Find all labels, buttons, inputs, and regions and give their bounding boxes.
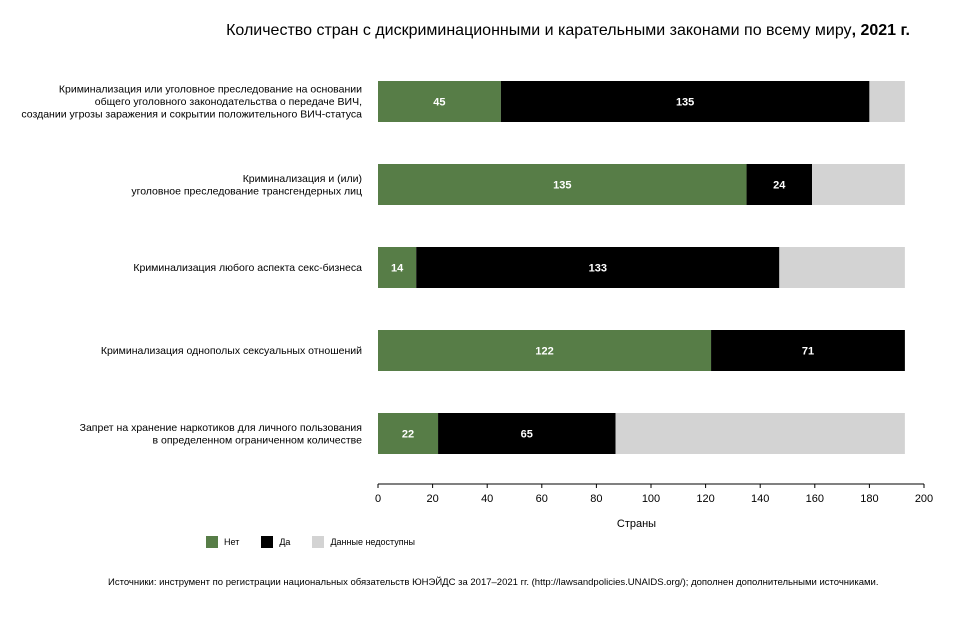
- data-label: 135: [676, 97, 694, 109]
- data-label: 122: [535, 346, 553, 358]
- bar-segment-нет: [378, 247, 417, 288]
- chart-title-year: , 2021 г.: [851, 22, 910, 39]
- data-label: 135: [553, 180, 571, 192]
- category-label: Криминализация и (или): [243, 173, 362, 185]
- legend-item: Данные недоступны: [312, 536, 415, 548]
- bar-segment-да: [746, 164, 813, 205]
- category-label: Криминализация однополых сексуальных отн…: [101, 345, 362, 357]
- x-tick-label: 0: [375, 493, 381, 505]
- stacked-bar-chart: Криминализация или уголовное преследован…: [21, 81, 933, 530]
- bar-segment-нет: [378, 81, 501, 122]
- category-label: в определенном ограниченном количестве: [152, 434, 362, 446]
- bar-segment-да: [711, 330, 905, 371]
- category-label: общего уголовного законодательства о пер…: [95, 96, 362, 108]
- category-label: Запрет на хранение наркотиков для личног…: [80, 422, 362, 434]
- bar-segment-да: [500, 81, 870, 122]
- data-label: 14: [391, 263, 404, 275]
- category-label: Криминализация или уголовное преследован…: [59, 84, 362, 96]
- bar-segment-нет: [378, 164, 747, 205]
- category-label: уголовное преследование трансгендерных л…: [131, 185, 362, 197]
- data-label: 24: [773, 180, 786, 192]
- chart-title-main: Количество стран с дискриминационными и …: [226, 22, 852, 39]
- data-label: 133: [589, 263, 607, 275]
- chart-legend: Нет Да Данные недоступны: [206, 536, 437, 548]
- x-tick-label: 140: [751, 493, 769, 505]
- chart-title: Количество стран с дискриминационными и …: [226, 22, 910, 40]
- legend-label: Да: [279, 537, 291, 547]
- x-tick-label: 160: [806, 493, 824, 505]
- legend-swatch: [261, 536, 274, 548]
- legend-swatch: [312, 536, 325, 548]
- bar-segment-нет: [378, 413, 439, 454]
- bar-segment-данные-недоступны: [615, 413, 905, 454]
- legend-swatch: [206, 536, 218, 548]
- bar-segment-да: [438, 413, 616, 454]
- x-axis-title: Страны: [617, 518, 656, 530]
- source-note: Источники: инструмент по регистрации нац…: [108, 577, 879, 588]
- x-tick-label: 180: [860, 493, 878, 505]
- data-label: 65: [521, 429, 533, 441]
- bar-segment-да: [416, 247, 780, 288]
- x-tick-label: 40: [481, 493, 493, 505]
- bar-segment-данные-недоступны: [779, 247, 905, 288]
- data-label: 22: [402, 429, 414, 441]
- legend-item: Да: [261, 536, 290, 548]
- legend-label: Нет: [224, 537, 240, 547]
- data-label: 71: [802, 346, 814, 358]
- x-tick-label: 80: [590, 493, 602, 505]
- x-tick-label: 120: [696, 493, 714, 505]
- bar-segment-нет: [378, 330, 712, 371]
- x-tick-label: 200: [915, 493, 933, 505]
- data-label: 45: [433, 97, 445, 109]
- bar-segment-данные-недоступны: [869, 81, 905, 122]
- category-label: создании угрозы заражения и сокрытии пол…: [21, 109, 362, 121]
- x-tick-label: 100: [642, 493, 660, 505]
- bar-segment-данные-недоступны: [812, 164, 905, 205]
- legend-label: Данные недоступны: [330, 537, 416, 547]
- x-tick-label: 60: [536, 493, 548, 505]
- category-label: Криминализация любого аспекта секс-бизне…: [133, 262, 362, 274]
- x-tick-label: 20: [426, 493, 438, 505]
- legend-item: Нет: [206, 536, 239, 548]
